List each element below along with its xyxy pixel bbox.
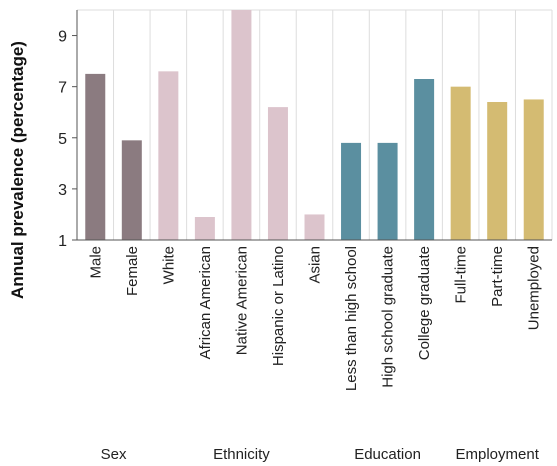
bar <box>487 102 508 240</box>
category-label: African American <box>197 246 214 359</box>
bar <box>121 140 142 240</box>
y-axis-title: Annual prevalence (percentage) <box>8 41 27 299</box>
y-tick-label: 5 <box>58 131 67 148</box>
bar <box>304 214 325 240</box>
axes <box>72 10 552 241</box>
category-label: Asian <box>307 246 324 284</box>
category-label: College graduate <box>416 246 433 360</box>
category-label: Unemployed <box>526 246 543 330</box>
bar <box>231 10 252 240</box>
bar <box>158 71 179 240</box>
bar <box>377 142 398 240</box>
bar <box>85 73 106 240</box>
bar <box>523 99 544 240</box>
category-labels: Male Female White African American Native Am… <box>87 246 542 391</box>
category-label: Hispanic or Latino <box>270 246 287 366</box>
category-label: High school graduate <box>380 246 397 388</box>
y-tick-labels: 1 3 5 7 9 <box>58 29 67 250</box>
category-label: Female <box>124 246 141 296</box>
group-label: Education <box>354 446 421 463</box>
category-label: Male <box>87 246 104 279</box>
gridlines <box>76 9 553 240</box>
group-label: Employment <box>456 446 540 463</box>
y-tick-label: 7 <box>58 80 67 97</box>
y-tick-label: 9 <box>58 29 67 46</box>
category-label: White <box>160 246 177 284</box>
category-label: Native American <box>233 246 250 355</box>
category-label: Full-time <box>453 246 470 304</box>
category-label: Less than high school <box>343 246 360 391</box>
bar <box>414 79 435 240</box>
category-label: Part-time <box>489 246 506 307</box>
group-label: Sex <box>101 446 127 463</box>
group-labels: Sex Ethnicity Education Employment <box>101 446 540 463</box>
y-tick-label: 3 <box>58 182 67 199</box>
bar <box>194 217 215 240</box>
bars <box>85 10 544 241</box>
bar <box>267 107 288 240</box>
y-tick-label: 1 <box>58 233 67 250</box>
bar <box>450 86 471 241</box>
bar <box>341 142 362 240</box>
group-label: Ethnicity <box>213 446 270 463</box>
